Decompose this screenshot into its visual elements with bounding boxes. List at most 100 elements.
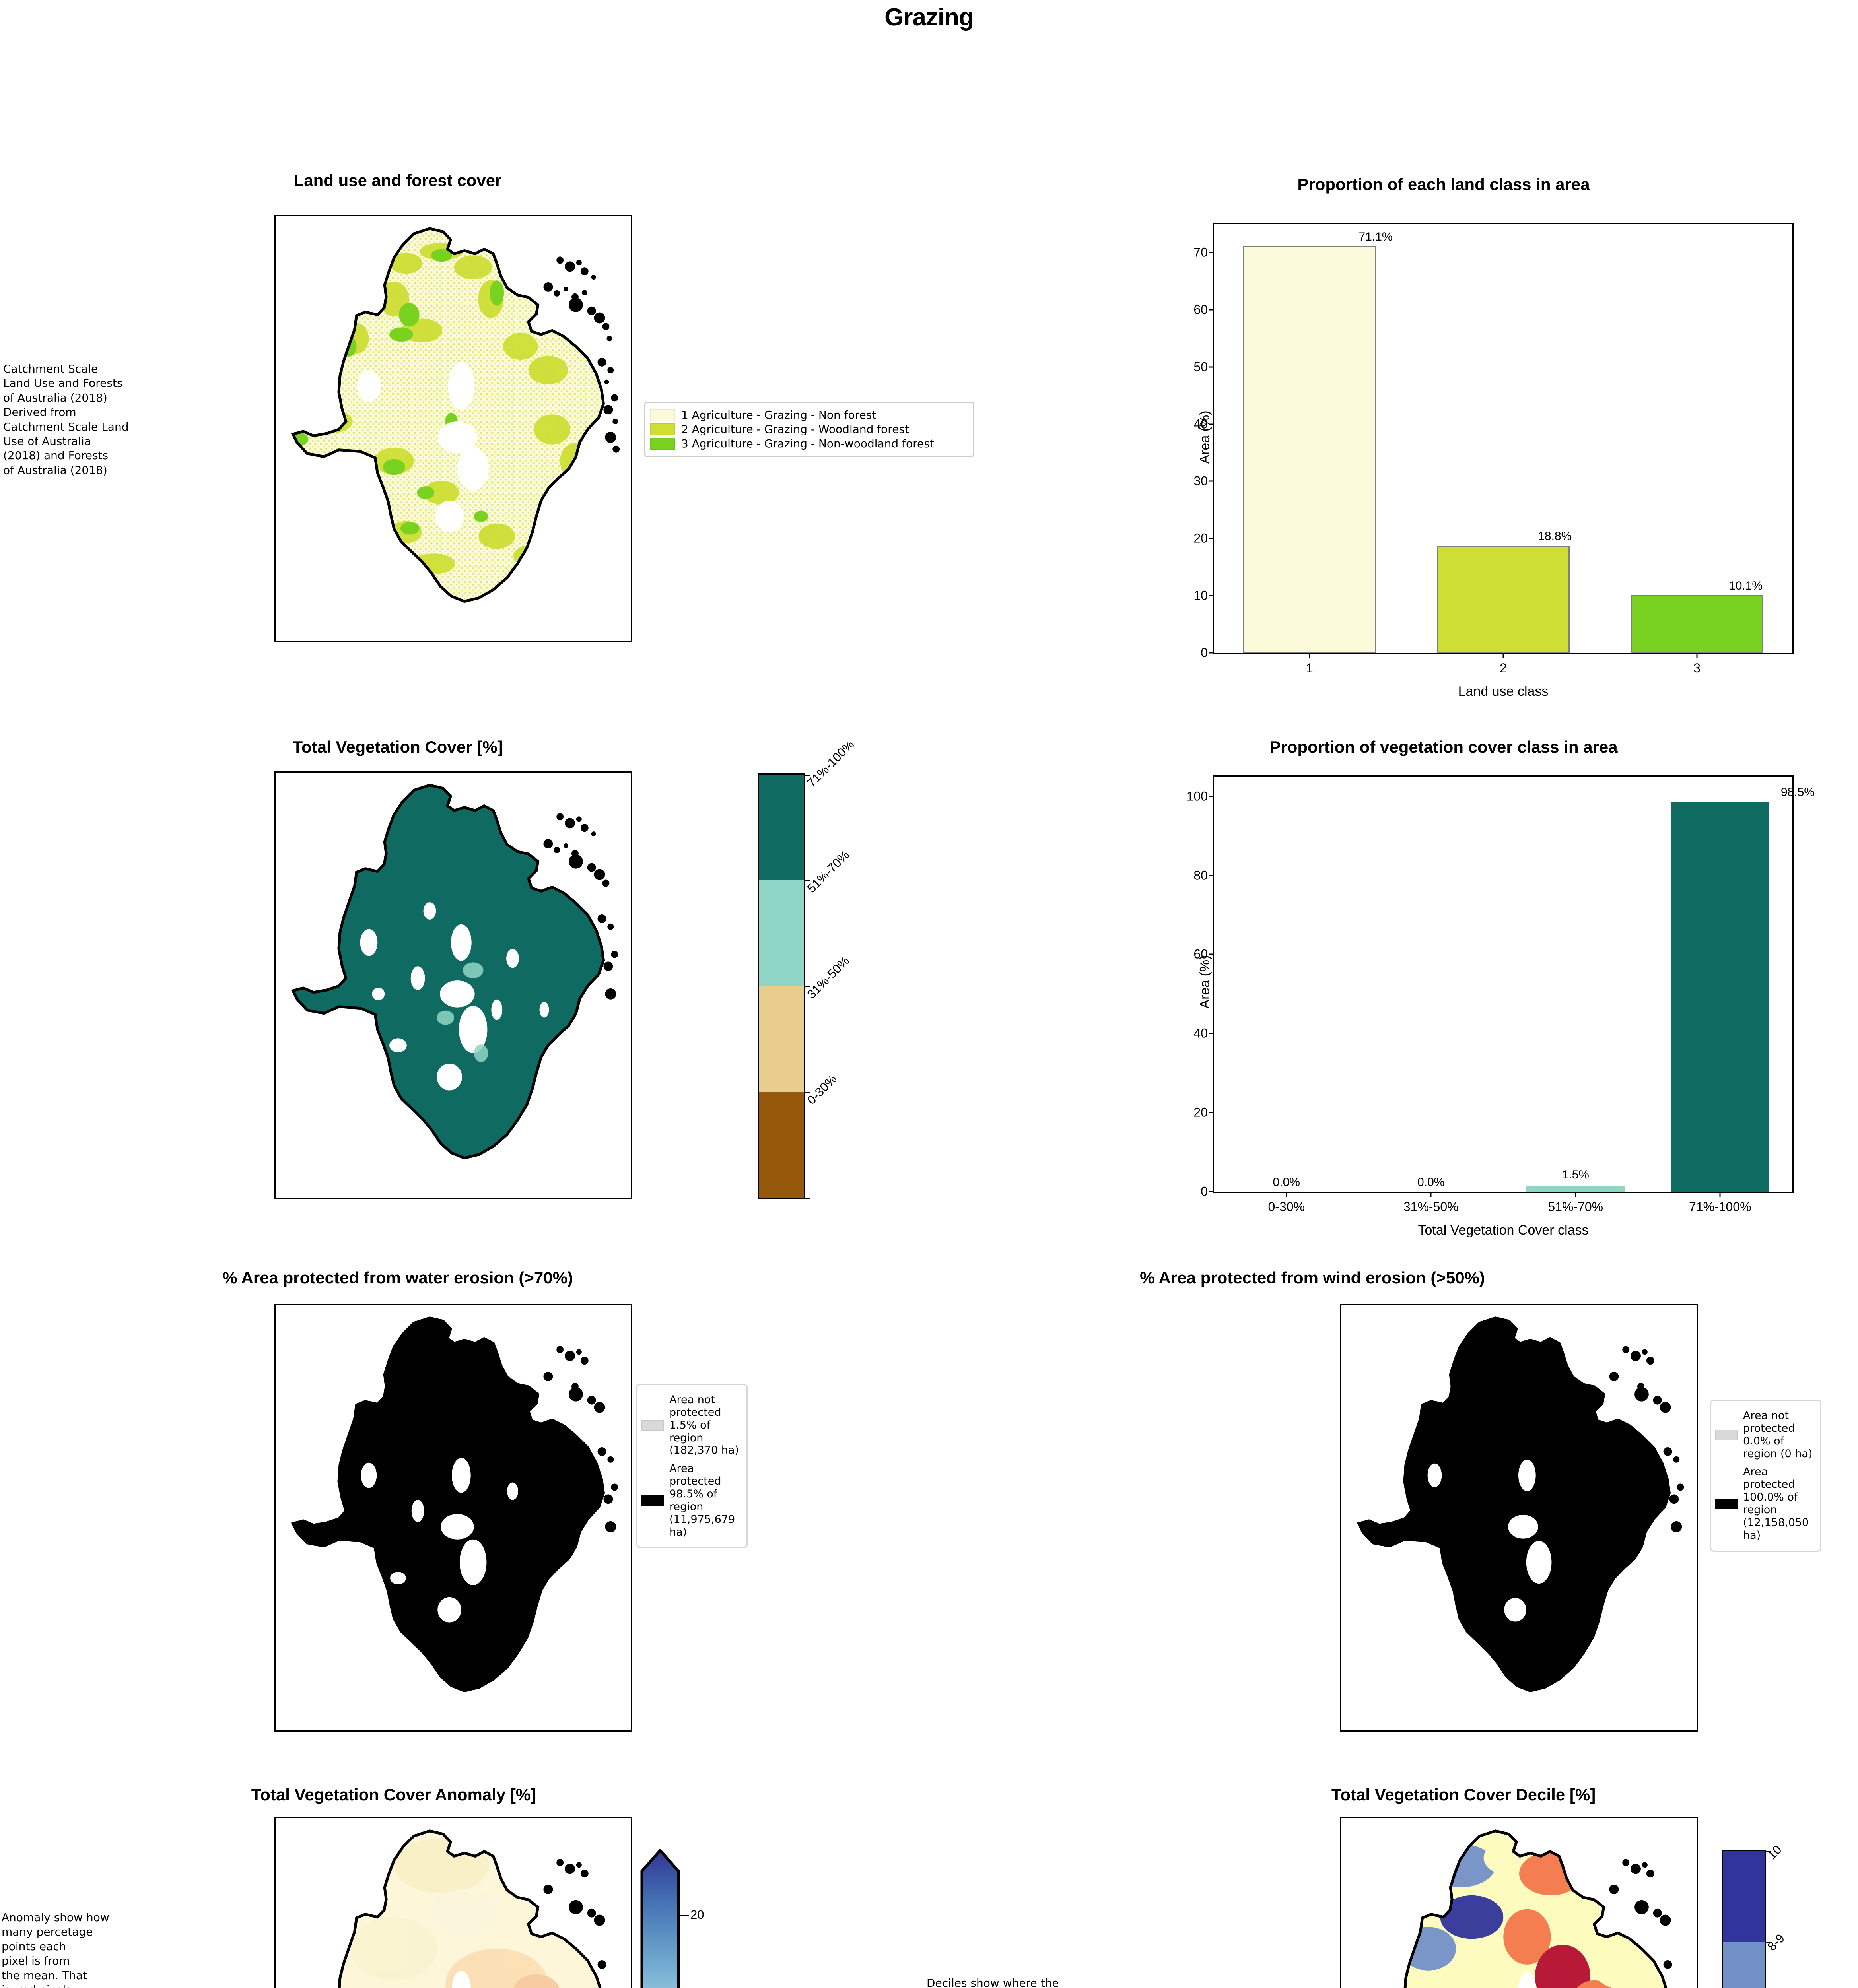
cbar-seg-8-9 [1723,1942,1765,1988]
legend-swatch-1 [650,409,675,421]
xtick: 71%-100% [1689,1200,1751,1214]
decile-map-title: Total Vegetation Cover Decile [%] [1331,1785,1596,1804]
land-use-annotation: Catchment Scale Land Use and Forests of … [3,362,129,477]
xtick: 3 [1693,661,1701,675]
legend-item-protected[interactable]: Area protected 100.0% of region (12,158,… [1715,1466,1816,1541]
legend-swatch-protected [641,1495,664,1506]
xtick: 51%-70% [1548,1200,1603,1214]
veg-cover-map-title: Total Vegetation Cover [%] [292,738,503,756]
legend-item[interactable]: 2 Agriculture - Grazing - Woodland fores… [650,423,968,435]
anomaly-map[interactable] [274,1817,632,1988]
legend-item[interactable]: 3 Agriculture - Grazing - Non-woodland f… [650,438,968,450]
ytick: 60 [1193,947,1208,961]
bar-label-4: 98.5% [1780,786,1815,799]
xtick: 1 [1306,661,1313,675]
bar-label-3: 10.1% [1729,579,1763,592]
legend-swatch-2 [650,423,675,435]
water-erosion-map-title: % Area protected from water erosion (>70… [222,1268,573,1287]
wind-erosion-map[interactable] [1340,1304,1698,1732]
catchment-region-decile [1341,1818,1697,1988]
legend-swatch-protected [1715,1499,1738,1509]
legend-item-not-protected[interactable]: Area not protected 0.0% of region (0 ha) [1715,1409,1816,1460]
ytick: 40 [1193,417,1208,431]
cbar-label-0-30: 0-30% [804,1072,840,1107]
chart-vegclass-plot: 0 20 40 60 80 100 0.0% 0.0% 1.5% 98.5% 0… [1187,775,1815,1214]
wind-erosion-map-title: % Area protected from wind erosion (>50%… [1140,1268,1485,1287]
chart-vegclass-xlabel: Total Vegetation Cover class [1418,1223,1589,1238]
land-use-map[interactable] [274,215,632,642]
chart-landclass-plot: 0 10 20 30 40 50 60 70 71.1% 18.8% 10.1%… [1193,223,1794,675]
catchment-region-veg-cover [276,773,631,1198]
catchment-region-anomaly [276,1818,631,1988]
legend-swatch-not-protected [1715,1429,1738,1440]
cbar-label-71-100: 71%-100% [804,737,857,790]
legend-label-protected: Area protected 98.5% of region (11,975,6… [669,1462,735,1538]
water-erosion-legend[interactable]: Area not protected 1.5% of region (182,3… [636,1384,748,1549]
ytick: 70 [1193,245,1208,260]
bar-vegclass-3[interactable] [1526,1186,1625,1192]
ytick: 60 [1193,302,1208,317]
legend-label-protected: Area protected 100.0% of region (12,158,… [1743,1466,1809,1541]
ytick: 0 [1201,645,1208,660]
chart-landclass-xlabel: Land use class [1458,684,1549,699]
anomaly-map-title: Total Vegetation Cover Anomaly [%] [251,1785,536,1804]
decile-annotation: Deciles show where the pixel value lies … [927,1976,1059,1988]
cbar-seg-31-50 [759,986,804,1092]
legend-swatch-3 [650,438,675,450]
bar-vegclass-4[interactable] [1671,802,1769,1192]
xtick: 2 [1500,661,1507,675]
chart-vegclass[interactable]: 0 20 40 60 80 100 0.0% 0.0% 1.5% 98.5% 0… [1187,775,1815,1238]
veg-cover-colorbar[interactable]: 71%-100% 51%-70% 31%-50% 0-30% [758,738,857,1199]
legend-item-protected[interactable]: Area protected 98.5% of region (11,975,6… [641,1462,742,1538]
legend-label-1: 1 Agriculture - Grazing - Non forest [681,408,877,422]
legend-label-not-protected: Area not protected 1.5% of region (182,3… [669,1394,739,1457]
ytick: 30 [1193,474,1208,488]
bar-label-1: 71.1% [1359,230,1393,243]
decile-cbar-label-10: 10 [1765,1842,1784,1862]
bar-landclass-3[interactable] [1630,595,1764,653]
bar-landclass-2[interactable] [1436,545,1570,653]
catchment-region-wind-erosion [1341,1305,1697,1730]
ytick: 20 [1193,531,1208,546]
chart-vegclass-ylabel: Area (%) [1197,955,1213,1009]
anomaly-annotation: Anomaly show how many percetage points e… [2,1911,109,1988]
cbar-seg-0-30 [759,1092,804,1198]
chart-landclass[interactable]: 0 10 20 30 40 50 60 70 71.1% 18.8% 10.1%… [1193,223,1813,699]
legend-item-not-protected[interactable]: Area not protected 1.5% of region (182,3… [641,1394,742,1457]
ytick: 20 [1193,1105,1208,1120]
water-erosion-map[interactable] [274,1304,632,1732]
decile-map[interactable] [1340,1817,1698,1988]
bar-label-2: 18.8% [1538,529,1572,543]
cbar-label-51-70: 51%-70% [804,848,852,896]
anomaly-colorbar[interactable]: 20 10 0 −10 −20 [640,1849,704,1988]
cbar-seg-71-100 [759,775,804,880]
legend-item[interactable]: 1 Agriculture - Grazing - Non forest [650,409,968,421]
ytick: 80 [1193,868,1208,883]
page-title: Grazing [884,4,974,31]
chart-landclass-ylabel: Area (%) [1197,410,1213,464]
cbar-label-31-50: 31%-50% [804,953,852,1002]
bar-label-1: 0.0% [1273,1175,1300,1189]
legend-label-2: 2 Agriculture - Grazing - Woodland fores… [681,423,909,436]
veg-cover-map[interactable] [274,771,632,1199]
legend-label-not-protected: Area not protected 0.0% of region (0 ha) [1743,1409,1813,1460]
legend-swatch-not-protected [641,1420,664,1431]
land-use-legend[interactable]: 1 Agriculture - Grazing - Non forest 2 A… [644,402,974,457]
ytick: 50 [1193,359,1208,374]
anomaly-cbar-tick-20: 20 [690,1908,704,1922]
wind-erosion-legend[interactable]: Area not protected 0.0% of region (0 ha)… [1710,1400,1821,1552]
bar-landclass-1[interactable] [1243,246,1376,653]
bar-label-2: 0.0% [1417,1175,1445,1189]
decile-colorbar[interactable]: 10 8-9 4-7 2-3 1 [1722,1842,1787,1988]
catchment-region-water-erosion [276,1305,631,1730]
xtick: 0-30% [1268,1200,1305,1214]
cbar-seg-10 [1723,1851,1765,1942]
chart-landclass-title: Proportion of each land class in area [1297,175,1590,194]
ytick: 0 [1201,1184,1208,1199]
chart-vegclass-title: Proportion of vegetation cover class in … [1269,738,1618,756]
ytick: 40 [1193,1026,1208,1041]
catchment-region-land-use [276,216,631,641]
cbar-seg-51-70 [759,880,804,986]
xtick: 31%-50% [1403,1200,1459,1214]
decile-cbar-label-8-9: 8-9 [1765,1931,1787,1953]
